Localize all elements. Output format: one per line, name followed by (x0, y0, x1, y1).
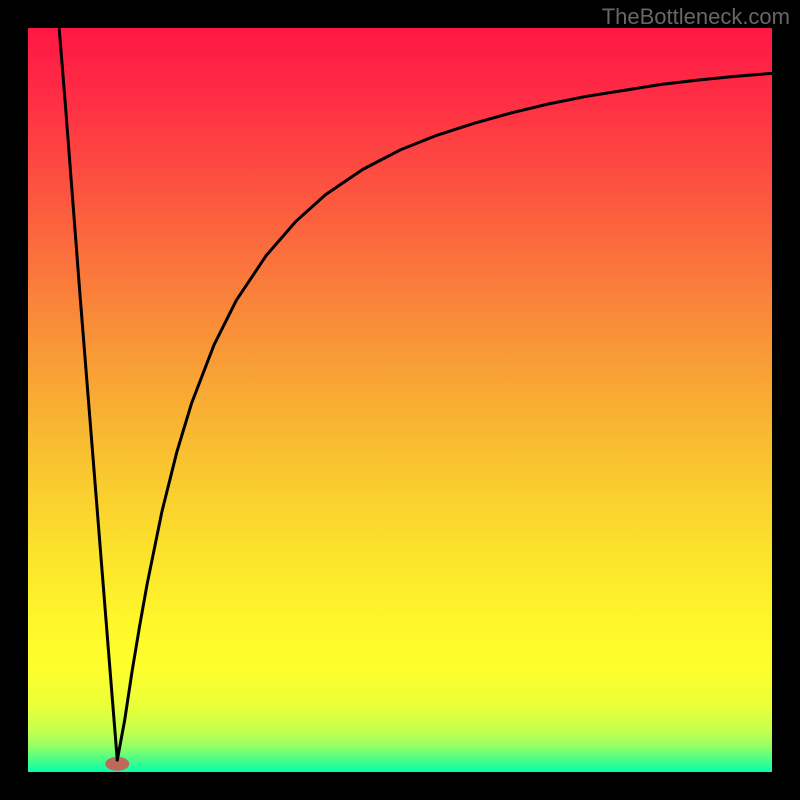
chart-container: TheBottleneck.com (0, 0, 800, 800)
bottleneck-chart (0, 0, 800, 800)
chart-background-gradient (28, 28, 772, 772)
watermark-text: TheBottleneck.com (602, 4, 790, 30)
